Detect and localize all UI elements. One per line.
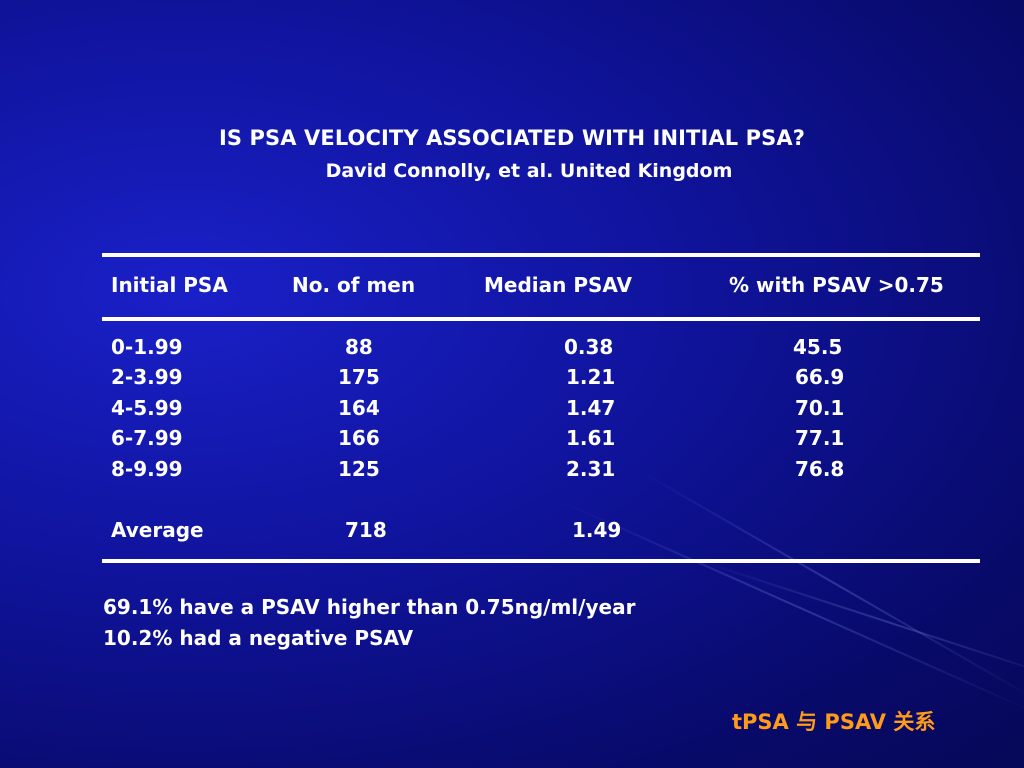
- table-cell-initial-psa: 0-1.99: [111, 335, 183, 359]
- summary-note-1: 69.1% have a PSAV higher than 0.75ng/ml/…: [103, 595, 636, 619]
- table-cell-median-psav: 0.38: [564, 335, 614, 359]
- table-cell-no-of-men: 125: [338, 457, 380, 481]
- table-cell-median-psav: 1.21: [566, 365, 616, 389]
- table-header-rule: [102, 317, 980, 321]
- table-cell-pct-psav: 76.8: [795, 457, 845, 481]
- table-bottom-rule: [102, 559, 980, 563]
- column-header-no-of-men: No. of men: [292, 273, 416, 297]
- average-men: 718: [345, 518, 387, 542]
- table-cell-initial-psa: 8-9.99: [111, 457, 183, 481]
- column-header-pct-psav: % with PSAV >0.75: [729, 273, 944, 297]
- average-median: 1.49: [572, 518, 622, 542]
- background-streak: [699, 560, 1024, 686]
- column-header-median-psav: Median PSAV: [484, 273, 632, 297]
- slide-title: IS PSA VELOCITY ASSOCIATED WITH INITIAL …: [219, 126, 805, 150]
- table-cell-pct-psav: 77.1: [795, 426, 845, 450]
- table-cell-median-psav: 2.31: [566, 457, 616, 481]
- background-streak: [639, 470, 1024, 702]
- table-cell-initial-psa: 2-3.99: [111, 365, 183, 389]
- column-header-initial-psa: Initial PSA: [111, 273, 228, 297]
- footer-caption: tPSA 与 PSAV 关系: [732, 710, 936, 734]
- table-cell-no-of-men: 88: [345, 335, 373, 359]
- table-cell-no-of-men: 164: [338, 396, 380, 420]
- table-cell-initial-psa: 6-7.99: [111, 426, 183, 450]
- table-cell-pct-psav: 70.1: [795, 396, 845, 420]
- table-cell-median-psav: 1.61: [566, 426, 616, 450]
- table-cell-pct-psav: 45.5: [793, 335, 843, 359]
- table-top-rule: [102, 253, 980, 257]
- slide-subtitle: David Connolly, et al. United Kingdom: [325, 160, 733, 182]
- summary-note-2: 10.2% had a negative PSAV: [103, 626, 414, 650]
- table-cell-no-of-men: 175: [338, 365, 380, 389]
- table-cell-pct-psav: 66.9: [795, 365, 845, 389]
- table-cell-no-of-men: 166: [338, 426, 380, 450]
- average-label: Average: [111, 518, 204, 542]
- table-cell-median-psav: 1.47: [566, 396, 616, 420]
- table-cell-initial-psa: 4-5.99: [111, 396, 183, 420]
